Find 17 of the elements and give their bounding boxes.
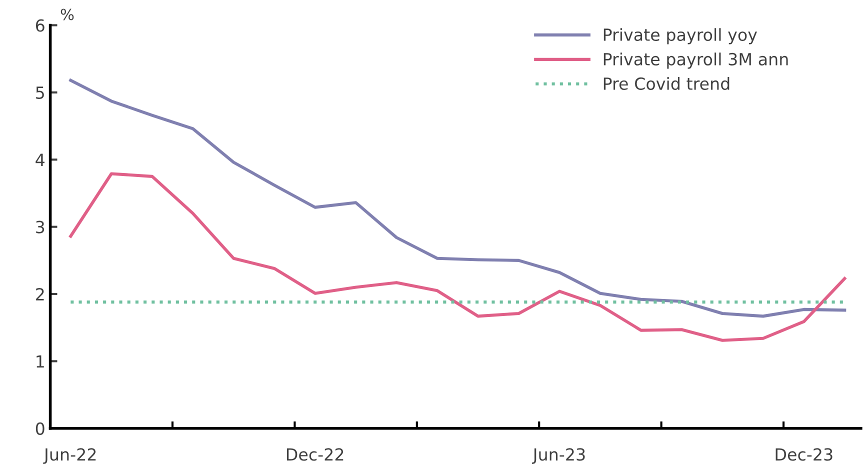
- y-tick-label: 2: [36, 288, 44, 300]
- y-axis-title: %: [60, 8, 74, 20]
- x-tick-label: Dec-23: [776, 448, 832, 461]
- x-tick-label: Jun-23: [532, 448, 585, 464]
- legend-label: Pre Covid trend: [604, 77, 730, 90]
- legend-label: Private payroll yoy: [604, 28, 757, 44]
- line-series: [69, 78, 846, 318]
- y-tick-label: 6: [36, 19, 44, 32]
- y-tick-label: 3: [36, 220, 44, 234]
- x-tick-label: Jun-22: [43, 448, 96, 464]
- line-series: [69, 172, 846, 342]
- x-tick-label: Dec-22: [286, 448, 344, 461]
- y-tick-label: 0: [36, 422, 44, 435]
- y-tick-label: 4: [36, 154, 44, 166]
- legend-label: Private payroll 3M ann: [604, 52, 788, 69]
- y-tick-label: 1: [36, 355, 44, 368]
- y-tick-label: 5: [36, 86, 44, 99]
